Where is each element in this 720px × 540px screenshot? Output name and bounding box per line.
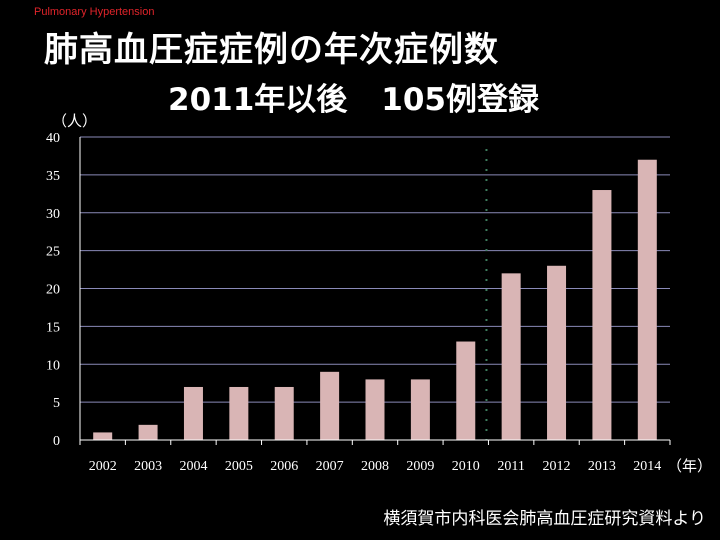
- source-note: 横須賀市内科医会肺高血圧症研究資料より: [383, 509, 706, 529]
- page-subtitle: 2011年以後 105例登録: [168, 74, 539, 119]
- bar-2003: [138, 424, 158, 440]
- topic-tag: Pulmonary Hypertension: [34, 6, 155, 18]
- x-tick-label: 2011: [497, 459, 524, 474]
- x-tick-label: 2004: [179, 459, 207, 474]
- x-axis-unit: （年）: [667, 457, 712, 475]
- bar-2005: [229, 386, 249, 440]
- y-tick-label: 5: [53, 396, 60, 411]
- y-tick-label: 10: [46, 358, 60, 373]
- x-tick-label: 2006: [270, 459, 298, 474]
- bar-2010: [456, 341, 476, 440]
- x-tick-label: 2013: [588, 459, 616, 474]
- x-tick-label: 2012: [543, 459, 571, 474]
- y-tick-label: 35: [46, 169, 60, 184]
- bar-2008: [365, 379, 385, 440]
- subtitle-count: 105例登録: [381, 82, 539, 118]
- page-title: 肺高血圧症症例の年次症例数: [44, 30, 499, 70]
- bar-2013: [592, 190, 612, 440]
- y-axis-unit: （人）: [52, 112, 97, 130]
- bar-2004: [183, 386, 203, 440]
- bar-2006: [274, 386, 294, 440]
- bar-2011: [501, 273, 521, 440]
- x-tick-label: 2007: [316, 459, 344, 474]
- bar-2002: [93, 432, 113, 440]
- y-tick-label: 0: [53, 434, 60, 449]
- y-tick-label: 40: [46, 131, 60, 146]
- y-tick-label: 15: [46, 320, 60, 335]
- x-tick-label: 2005: [225, 459, 253, 474]
- bar-2012: [547, 265, 567, 440]
- bar-2014: [637, 159, 657, 440]
- y-tick-label: 20: [46, 283, 60, 298]
- bar-2007: [320, 371, 340, 440]
- x-tick-label: 2014: [633, 459, 661, 474]
- bar-2009: [410, 379, 430, 440]
- x-tick-label: 2002: [89, 459, 117, 474]
- y-tick-label: 30: [46, 207, 60, 222]
- x-tick-label: 2003: [134, 459, 162, 474]
- x-tick-label: 2008: [361, 459, 389, 474]
- x-tick-label: 2009: [406, 459, 434, 474]
- y-tick-label: 25: [46, 245, 60, 260]
- x-tick-label: 2010: [452, 459, 480, 474]
- subtitle-period: 2011年以後: [168, 82, 348, 118]
